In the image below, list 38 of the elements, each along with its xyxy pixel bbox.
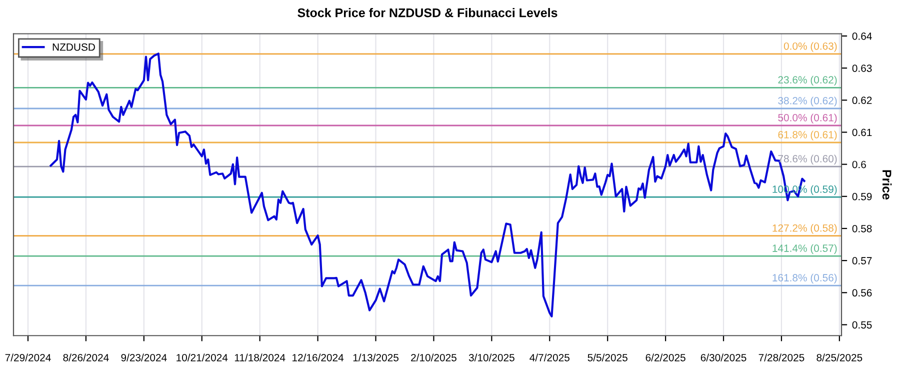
x-tick-label: 3/10/2025 [468, 354, 514, 362]
line-series [50, 52, 806, 318]
y-tick-label: 0.61 [852, 128, 872, 136]
y-tick-label: 0.58 [852, 224, 872, 232]
y-tick-label: 0.57 [852, 257, 872, 264]
x-tick-label: 12/16/2024 [292, 354, 344, 362]
y-axis-title: Price [882, 170, 892, 200]
x-tick-label: 1/13/2025 [353, 354, 398, 362]
x-tick-label: 10/21/2024 [176, 354, 228, 362]
x-tick-label: 6/30/2025 [700, 354, 746, 362]
ref-line-label: 127.2% (0.58) [772, 224, 837, 234]
ref-line-label: 50.0% (0.61) [778, 114, 837, 124]
x-tick-label: 5/5/2025 [588, 354, 628, 362]
x-tick-label: 4/7/2025 [530, 354, 570, 362]
y-tick-label: 0.55 [852, 321, 872, 329]
y-tick-label: 0.56 [852, 289, 872, 297]
ref-line-label: 23.6% (0.62) [778, 76, 837, 86]
x-tick-label: 11/18/2024 [234, 354, 286, 362]
ref-line-label: 141.4% (0.57) [772, 244, 837, 254]
x-tick-label: 2/10/2025 [411, 354, 456, 362]
ref-line-label: 61.8% (0.61) [778, 130, 837, 140]
x-tick-label: 8/25/2025 [816, 354, 862, 362]
y-tick-label: 0.59 [852, 192, 872, 200]
x-tick-label: 6/2/2025 [646, 354, 686, 362]
legend-label: NZDUSD [52, 43, 95, 51]
ref-line-label: 78.6% (0.60) [778, 154, 837, 164]
ref-line-label: 0.0% (0.63) [784, 42, 837, 52]
x-tick-label: 7/28/2025 [758, 354, 804, 362]
y-tick-label: 0.63 [852, 64, 872, 72]
y-tick-label: 0.64 [852, 32, 872, 40]
y-tick-label: 0.62 [852, 96, 872, 104]
chart-title: Stock Price for NZDUSD & Fibunacci Levels [298, 8, 558, 18]
ref-line-label: 161.8% (0.56) [772, 274, 837, 284]
y-tick-label: 0.6 [852, 160, 866, 168]
ref-line-label: 38.2% (0.62) [778, 96, 837, 106]
x-tick-label: 7/29/2024 [5, 354, 51, 362]
x-tick-label: 9/23/2024 [121, 354, 167, 362]
x-tick-label: 8/26/2024 [63, 354, 109, 362]
